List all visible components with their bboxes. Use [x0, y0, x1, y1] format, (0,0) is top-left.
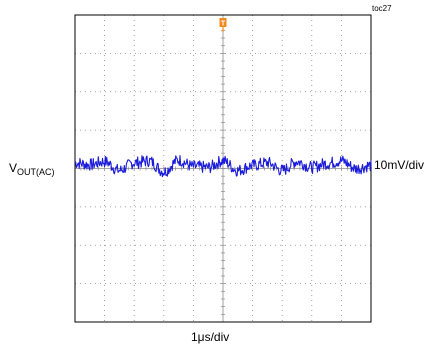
trigger-marker-box — [219, 18, 227, 27]
plot-frame — [74, 14, 372, 323]
grid — [75, 15, 371, 322]
trace-label-sub: OUT(AC) — [17, 167, 55, 177]
vertical-scale-label: 10mV/div — [374, 158, 425, 172]
trigger-marker-icon: T — [219, 18, 227, 32]
figure-id: toc27 — [372, 4, 392, 13]
trace-label: VOUT(AC) — [9, 161, 55, 177]
trace-label-main: V — [9, 161, 18, 175]
trace-group — [74, 154, 372, 178]
horizontal-scale-label: 1μs/div — [191, 330, 230, 344]
trigger-marker-text: T — [221, 21, 226, 28]
trace-line — [74, 154, 372, 178]
